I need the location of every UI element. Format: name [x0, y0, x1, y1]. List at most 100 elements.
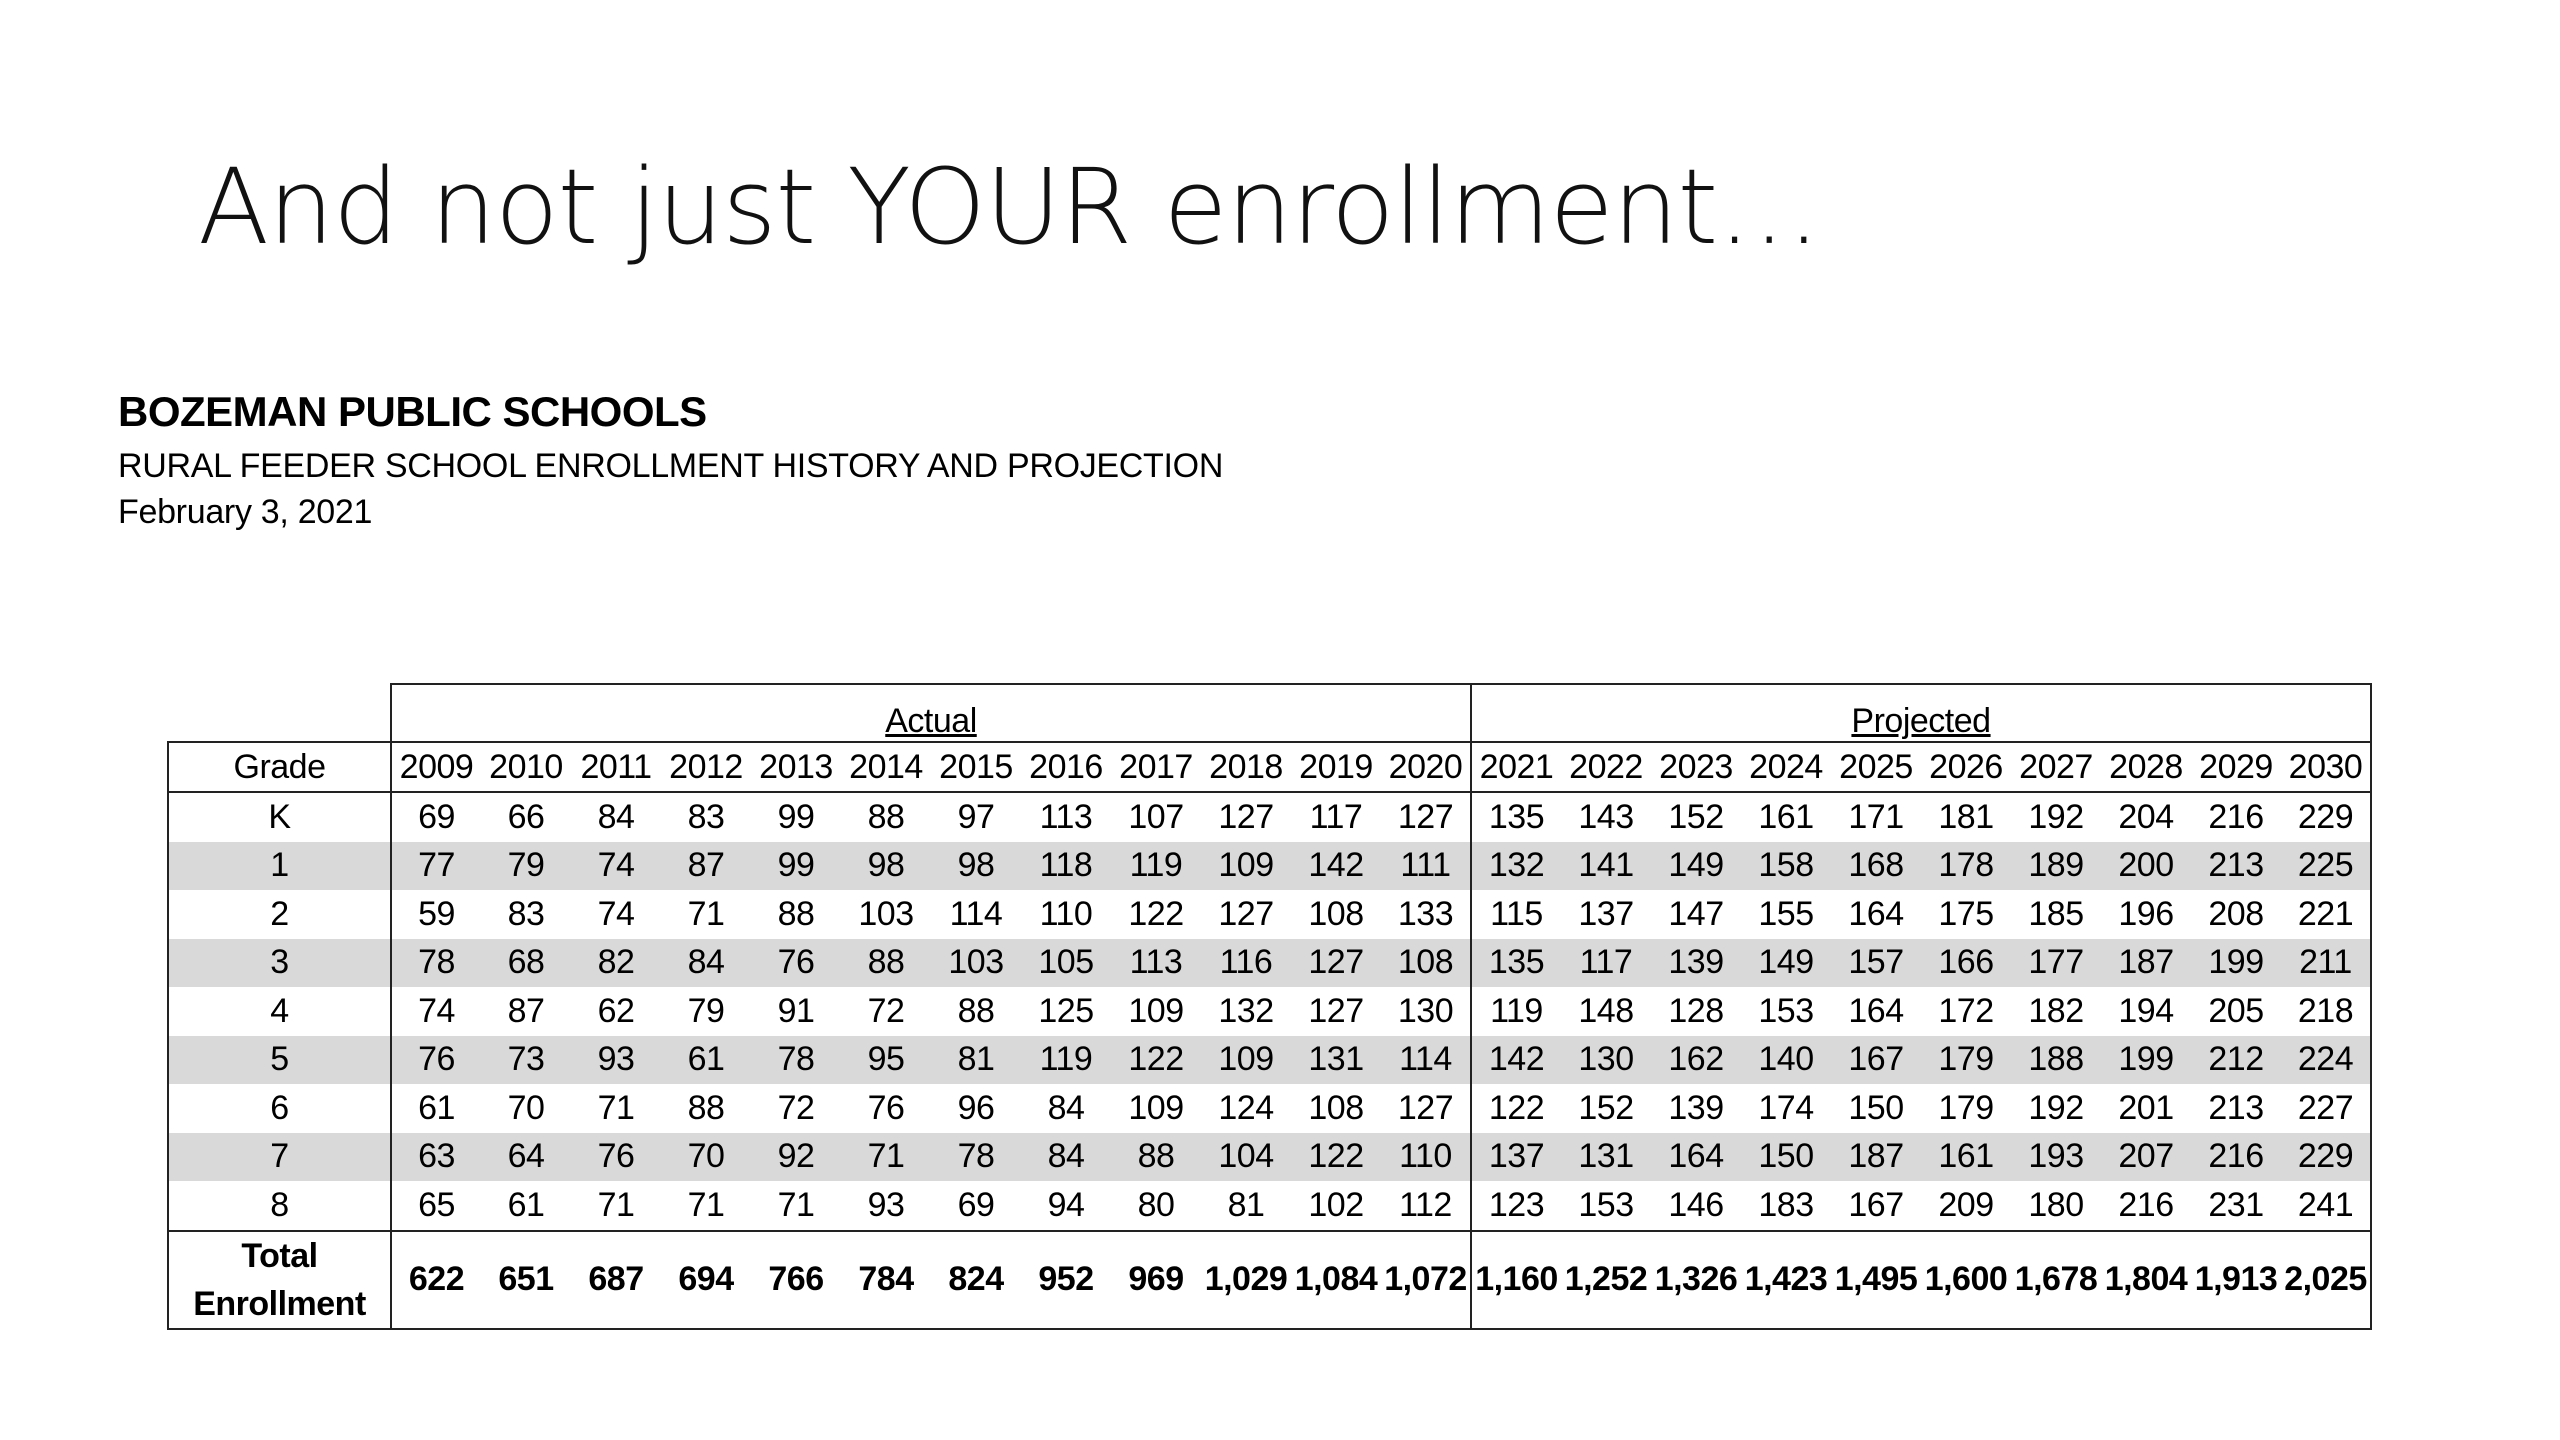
value-cell: 74: [597, 894, 635, 933]
value-cell: 179: [1921, 1035, 2011, 1084]
table-row: K 69 66 84 83 99 88 97 113 107 127 117 127 135 143 152 1…: [167, 792, 2372, 842]
value-cell: 229: [2281, 1132, 2372, 1181]
value-cell: 153: [1758, 991, 1814, 1030]
value-cell: 135: [1470, 938, 1561, 987]
value-cell: 76: [867, 1088, 905, 1127]
total-value-cell: 1,072: [1381, 1229, 1471, 1331]
value-cell: 109: [1201, 841, 1291, 890]
value-cell: 70: [661, 1132, 751, 1181]
value-cell: 88: [867, 797, 905, 836]
value-cell: 81: [1227, 1185, 1265, 1224]
value-cell: 127: [1397, 797, 1454, 836]
year-header: 2010: [481, 741, 571, 793]
year-header: 2009: [391, 741, 481, 793]
total-value-cell: 1,084: [1291, 1229, 1381, 1331]
value-cell: 97: [957, 797, 995, 836]
value-cell: 221: [2281, 890, 2372, 939]
value-cell: 132: [1470, 841, 1561, 890]
value-cell: 187: [2101, 938, 2191, 987]
value-cell: 162: [1651, 1035, 1741, 1084]
value-cell: 91: [777, 991, 815, 1030]
value-cell: 71: [777, 1185, 815, 1224]
total-value-cell: 952: [1021, 1229, 1111, 1331]
total-value-cell: 1,029: [1201, 1229, 1291, 1331]
total-value-cell: 784: [841, 1229, 931, 1331]
value-cell: 93: [867, 1185, 905, 1224]
value-cell: 225: [2281, 841, 2372, 890]
value-cell: 196: [2118, 894, 2174, 933]
value-cell: 218: [2281, 987, 2372, 1036]
value-cell: 122: [1291, 1132, 1381, 1181]
value-cell: 113: [1039, 797, 1093, 836]
value-cell: 96: [957, 1088, 995, 1127]
value-cell: 62: [597, 991, 635, 1030]
value-cell: 130: [1561, 1035, 1651, 1084]
value-cell: 61: [507, 1185, 545, 1224]
total-value-cell: 1,252: [1561, 1229, 1651, 1331]
value-cell: 109: [1128, 991, 1184, 1030]
report-header: BOZEMAN PUBLIC SCHOOLS RURAL FEEDER SCHO…: [118, 386, 1223, 534]
value-cell: 175: [1938, 894, 1994, 933]
year-header: 2014: [841, 741, 931, 793]
value-cell: 130: [1397, 991, 1454, 1030]
value-cell: 108: [1308, 1088, 1364, 1127]
value-cell: 194: [2118, 991, 2174, 1030]
table-row: 3 78 68 82 84 76 88 103 105 113 116 127 108 135 117 139…: [167, 938, 2372, 987]
value-cell: 63: [391, 1132, 481, 1181]
value-cell: 116: [1201, 938, 1291, 987]
value-cell: 181: [1938, 797, 1994, 836]
value-cell: 72: [777, 1088, 815, 1127]
total-value-cell: 824: [931, 1229, 1021, 1331]
year-header: 2028: [2101, 741, 2191, 793]
value-cell: 99: [751, 841, 841, 890]
value-cell: 229: [2281, 792, 2372, 842]
value-cell: 139: [1651, 938, 1741, 987]
year-header: 2013: [751, 741, 841, 793]
blank-corner: [168, 684, 391, 742]
value-cell: 72: [867, 991, 905, 1030]
year-header: 2029: [2191, 741, 2281, 793]
year-header: 2022: [1561, 741, 1651, 793]
value-cell: 73: [481, 1035, 571, 1084]
total-value-cell: 651: [481, 1229, 571, 1331]
value-cell: 216: [2191, 1132, 2281, 1181]
value-cell: 131: [1561, 1132, 1651, 1181]
value-cell: 140: [1741, 1035, 1831, 1084]
table-row: 5 76 73 93 61 78 95 81 119 122 109 131 114 142 130 162 1…: [167, 1035, 2372, 1084]
value-cell: 68: [481, 938, 571, 987]
total-value-cell: 687: [571, 1229, 661, 1331]
grade-cell: 2: [167, 890, 392, 939]
value-cell: 80: [1137, 1185, 1175, 1224]
grade-cell: K: [167, 792, 392, 842]
value-cell: 69: [418, 797, 455, 836]
value-cell: 107: [1128, 797, 1184, 836]
value-cell: 74: [571, 841, 661, 890]
grade-cell: 7: [167, 1132, 392, 1181]
total-value-cell: 2,025: [2281, 1229, 2372, 1331]
value-cell: 137: [1578, 894, 1634, 933]
value-cell: 227: [2281, 1084, 2372, 1133]
value-cell: 161: [1921, 1132, 2011, 1181]
value-cell: 147: [1668, 894, 1724, 933]
value-cell: 110: [1381, 1132, 1471, 1181]
value-cell: 127: [1308, 991, 1364, 1030]
value-cell: 98: [931, 841, 1021, 890]
year-header-row: Grade 2009 2010 2011 2012 2013 2014 2015 2016 201…: [167, 741, 2372, 793]
value-cell: 103: [858, 894, 914, 933]
grade-header: Grade: [167, 741, 392, 793]
year-header: 2030: [2281, 741, 2372, 793]
value-cell: 99: [777, 797, 815, 836]
value-cell: 113: [1111, 938, 1201, 987]
value-cell: 172: [1938, 991, 1994, 1030]
actual-label: Actual: [885, 702, 977, 740]
value-cell: 189: [2011, 841, 2101, 890]
grade-cell: 1: [167, 841, 392, 890]
value-cell: 78: [931, 1132, 1021, 1181]
value-cell: 164: [1651, 1132, 1741, 1181]
value-cell: 61: [661, 1035, 751, 1084]
value-cell: 205: [2208, 991, 2264, 1030]
value-cell: 207: [2101, 1132, 2191, 1181]
value-cell: 88: [687, 1088, 725, 1127]
value-cell: 98: [841, 841, 931, 890]
value-cell: 71: [687, 1185, 725, 1224]
